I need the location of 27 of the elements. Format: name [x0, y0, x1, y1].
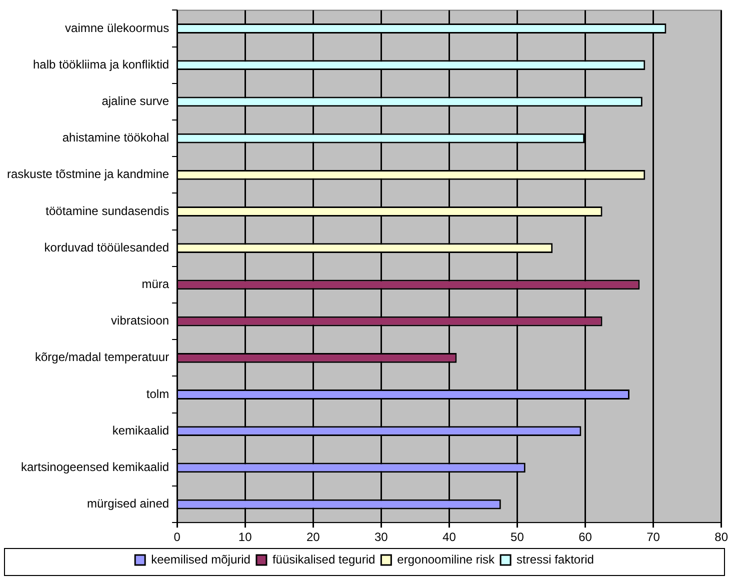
y-tick-label: mürgised ained: [87, 496, 170, 511]
legend-label: keemilised mõjurid: [151, 552, 250, 566]
x-tick-label: 50: [510, 530, 524, 544]
y-tick-label: kemikaalid: [112, 423, 170, 438]
y-tick-label: halb töökliima ja konfliktid: [33, 57, 170, 72]
x-tick-label: 80: [714, 530, 728, 544]
legend-label: stressi faktorid: [516, 552, 594, 566]
legend-label: ergonoomiline risk: [397, 552, 496, 566]
x-tick-label: 60: [578, 530, 592, 544]
y-tick-label: müra: [142, 277, 170, 292]
x-tick-label: 10: [238, 530, 252, 544]
y-tick-label: korduvad tööülesanded: [44, 240, 170, 254]
y-tick-label: töötamine sundasendis: [46, 204, 170, 218]
y-tick-label: ahistamine töökohal: [62, 130, 170, 145]
x-tick-label: 20: [306, 530, 320, 544]
y-tick-label: vibratsioon: [111, 314, 170, 328]
y-tick-label: kõrge/madal temperatuur: [35, 350, 170, 364]
y-tick-label: tolm: [146, 386, 170, 401]
x-tick-label: 30: [374, 530, 388, 544]
y-tick-label: ajaline surve: [102, 94, 170, 108]
legend-label: füüsikalised tegurid: [272, 552, 376, 566]
y-tick-label: vaimne ülekoormus: [65, 20, 170, 35]
y-tick-label: raskuste tõstmine ja kandmine: [7, 167, 170, 182]
x-tick-label: 70: [646, 530, 660, 544]
x-tick-label: 0: [174, 530, 181, 544]
y-tick-label: kartsinogeensed kemikaalid: [20, 460, 170, 474]
x-tick-label: 40: [442, 530, 456, 544]
